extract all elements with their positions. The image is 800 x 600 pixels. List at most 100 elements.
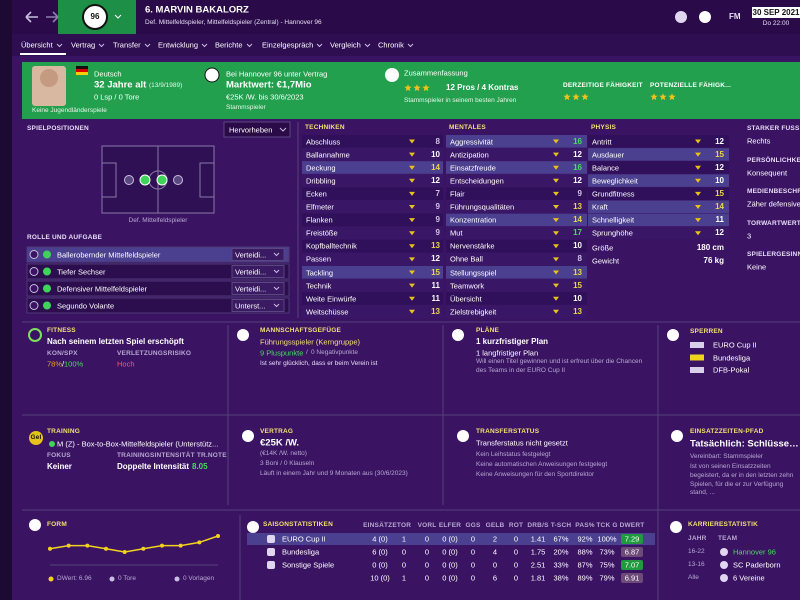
attribute-name[interactable]: Mut: [450, 228, 463, 238]
tab-chevron: [316, 43, 323, 48]
competition-icon: [267, 548, 275, 556]
attribute-name[interactable]: Grundfitness: [592, 189, 635, 199]
attribute-row: [446, 279, 587, 292]
attribute-name[interactable]: Einsatzfreude: [450, 163, 496, 173]
attribute-name[interactable]: Balance: [592, 163, 620, 173]
attribute-row: [446, 239, 587, 253]
wage: €25K /W. bis 30/6/2023: [226, 92, 304, 102]
note: Will einen Titel gewinnen und ist erfreu…: [476, 358, 643, 374]
tab[interactable]: Chronik: [378, 40, 404, 50]
tab[interactable]: Berichte: [215, 40, 243, 50]
attribute-name[interactable]: Stellungsspiel: [450, 268, 497, 277]
star: [572, 93, 580, 101]
flag: [76, 66, 88, 69]
role-duty[interactable]: Verteidi...: [235, 250, 267, 259]
attribute-name[interactable]: Elfmeter: [306, 202, 334, 212]
contract-icon: [242, 430, 254, 442]
club-badge[interactable]: [82, 4, 108, 30]
tab[interactable]: Vergleich: [330, 40, 361, 50]
expiry: Läuft in einem Jahr und 9 Monaten aus (3…: [260, 470, 408, 478]
attribute-name[interactable]: Sprunghöhe: [592, 228, 633, 238]
attribute-name[interactable]: Flanken: [306, 215, 333, 225]
star: [404, 84, 412, 92]
role-duty[interactable]: Verteidi...: [235, 284, 267, 293]
tab[interactable]: Entwicklung: [158, 40, 199, 50]
attribute-name[interactable]: Teamwork: [450, 281, 485, 291]
attribute-name[interactable]: Antritt: [592, 137, 612, 146]
kit-icon[interactable]: [675, 11, 687, 23]
attribute-name[interactable]: Tackling: [306, 268, 334, 277]
highlight-button[interactable]: Hervorheben: [229, 125, 273, 134]
attribute-name[interactable]: Aggressivität: [450, 137, 493, 146]
injury-label: VERLETZUNGSRISIKO: [117, 350, 192, 358]
attribute-name[interactable]: Antizipation: [450, 150, 489, 160]
rating-badge: [621, 547, 643, 557]
form-point: [216, 534, 220, 538]
role-duty[interactable]: Unterst...: [235, 301, 266, 310]
help-icon[interactable]: [699, 11, 711, 23]
attribute-name[interactable]: Abschluss: [306, 137, 341, 146]
attribute-arrow: [553, 218, 559, 223]
attribute-name[interactable]: Ecken: [306, 189, 327, 199]
attribute-name[interactable]: Weitschüsse: [306, 307, 349, 317]
back-button[interactable]: [25, 11, 38, 23]
attribute-row: [446, 266, 587, 279]
attribute-arrow: [409, 296, 415, 301]
title: PHYSIS: [591, 124, 617, 132]
forward-button[interactable]: [46, 11, 59, 23]
highlight-dropdown[interactable]: [223, 121, 291, 138]
sidebar: [0, 0, 12, 600]
attribute-arrow: [553, 309, 559, 314]
ban-competition: Bundesliga: [713, 353, 751, 362]
legend-icon: [174, 576, 180, 582]
attribute-name[interactable]: Dribbling: [306, 176, 336, 186]
attribute-name[interactable]: Weite Einwürfe: [306, 294, 357, 304]
attribute-name[interactable]: Kopfballtechnik: [306, 241, 357, 251]
tab[interactable]: Vertrag: [71, 40, 96, 50]
stat-cell: 10 (0): [370, 573, 390, 583]
attribute-name[interactable]: Technik: [306, 281, 332, 291]
role-duty[interactable]: Verteidi...: [235, 267, 267, 276]
tab[interactable]: Einzelgespräch: [262, 40, 314, 50]
competition: Sonstige Spiele: [282, 560, 335, 570]
role-name[interactable]: Defensiver Mittelfeldspieler: [57, 284, 148, 293]
form-point: [160, 543, 164, 548]
attribute-name[interactable]: Ohne Ball: [450, 254, 483, 264]
tab[interactable]: Transfer: [113, 40, 141, 50]
attribute-name[interactable]: Ballannahme: [306, 150, 350, 160]
rating-badge: [621, 534, 643, 544]
star: [668, 93, 676, 101]
attribute-arrow: [695, 205, 701, 209]
squad-status: Stammspieler: [226, 104, 266, 112]
attribute-row: [446, 200, 587, 214]
attribute-name[interactable]: Führungsqualitäten: [450, 202, 515, 212]
attribute-name[interactable]: Flair: [450, 189, 465, 199]
attribute-name[interactable]: Übersicht: [450, 294, 482, 304]
pitch-box: [101, 162, 117, 198]
attribute-name[interactable]: Passen: [306, 254, 332, 264]
badge-dropdown[interactable]: [114, 14, 122, 19]
tab-chevron: [364, 43, 371, 48]
role-name[interactable]: Segundo Volante: [57, 301, 115, 310]
career-years: 16-22: [688, 548, 705, 556]
attribute-name[interactable]: Kraft: [592, 202, 608, 212]
tab[interactable]: Übersicht: [21, 40, 53, 50]
attribute-name[interactable]: Entscheidungen: [450, 176, 504, 186]
attribute-name[interactable]: Schnelligkeit: [592, 215, 635, 225]
attribute-arrow: [695, 152, 701, 157]
attribute-name[interactable]: Konzentration: [450, 215, 497, 225]
stat-cell: 87%: [577, 560, 593, 570]
role-row: [26, 280, 290, 297]
role-name[interactable]: Tiefer Sechser: [57, 267, 106, 276]
attribute-arrow: [409, 152, 415, 157]
stat-cell: 1.81: [530, 573, 546, 583]
attribute-name[interactable]: Ausdauer: [592, 150, 625, 160]
attribute-name[interactable]: Zielstrebigkeit: [450, 307, 497, 317]
attribute-name[interactable]: Beweglichkeit: [592, 176, 638, 186]
attribute-name[interactable]: Deckung: [306, 163, 336, 173]
rating: 8.05: [192, 462, 208, 472]
role-name[interactable]: Ballerobernder Mittelfeldspieler: [57, 250, 161, 259]
stat-cell: 0: [470, 573, 476, 583]
attribute-name[interactable]: Nervenstärke: [450, 241, 495, 251]
attribute-name[interactable]: Freistöße: [306, 228, 338, 238]
